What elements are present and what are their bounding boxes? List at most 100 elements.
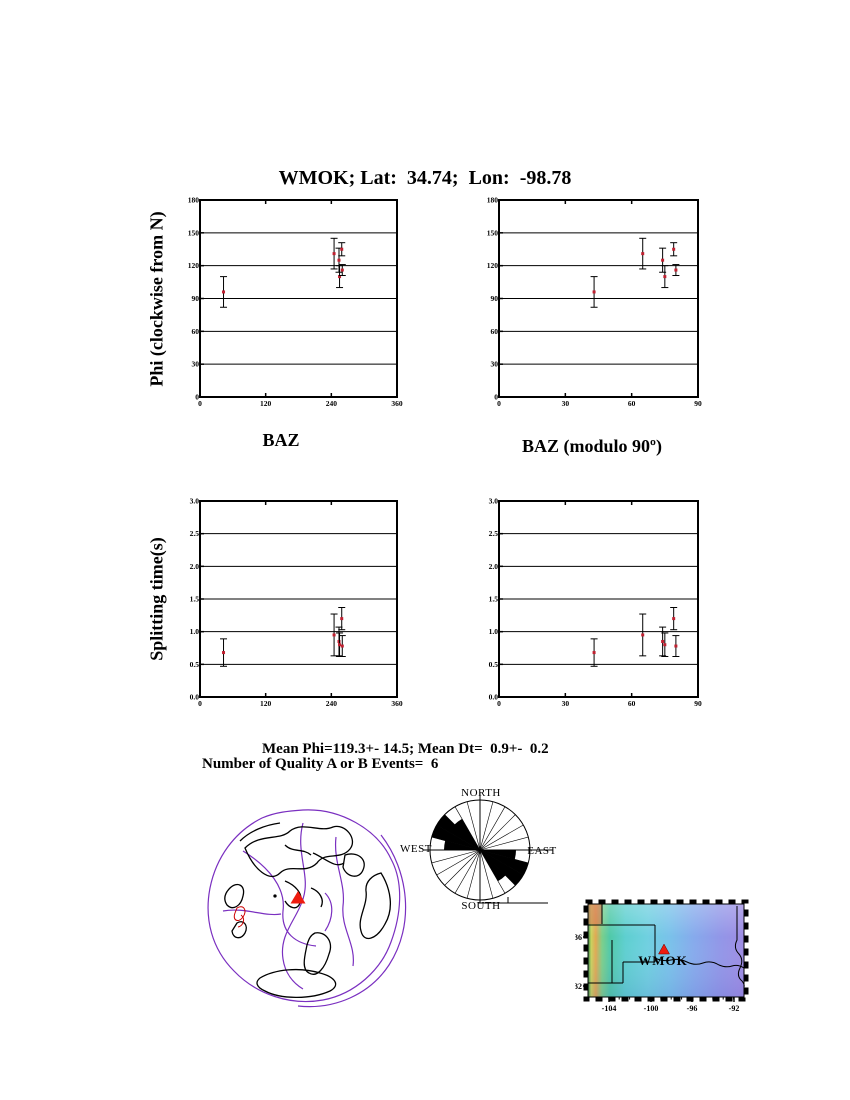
map-frame-dashed (583, 899, 749, 1002)
station-triangle-icon (290, 891, 306, 904)
map-x-tick-label: -100 (644, 1004, 659, 1013)
data-point (222, 651, 226, 655)
y-tick-label: 3.0 (190, 497, 200, 506)
y-tick-label: 2.5 (190, 529, 200, 538)
x-tick-label: 60 (628, 699, 636, 708)
data-point (337, 639, 341, 643)
x-tick-label: 240 (326, 699, 338, 708)
x-tick-label: 240 (326, 399, 338, 408)
y-tick-label: 180 (487, 196, 499, 205)
x-tick-label: 360 (391, 699, 403, 708)
y-tick-label: 2.0 (190, 562, 200, 571)
rose-spoke (479, 849, 516, 886)
rose-spoke (436, 824, 481, 851)
dt-axis-label: Splitting time(s) (146, 537, 167, 661)
state-borders (588, 904, 745, 988)
rose-wedge (480, 850, 506, 882)
data-point (340, 644, 344, 648)
x-tick-label: 30 (562, 699, 570, 708)
map-inner-border (587, 903, 745, 998)
rose-label-east: EAST (527, 845, 557, 857)
data-point (663, 643, 667, 647)
data-point (340, 247, 344, 251)
map-station-label: WMOK (638, 953, 688, 968)
data-point (222, 290, 226, 294)
rose-label-south: SOUTH (461, 900, 501, 912)
y-tick-label: 60 (192, 327, 200, 336)
rose-wedge (454, 818, 480, 850)
topo-map: -104 -100 -96 -92 36 32 WMOK (575, 899, 749, 1013)
data-point (338, 643, 342, 647)
page-title: WMOK; Lat: 34.74; Lon: -98.78 (278, 167, 572, 189)
x-tick-label: 30 (562, 399, 570, 408)
map-x-tick-label: -92 (729, 1004, 740, 1013)
x-tick-label: 0 (497, 699, 501, 708)
x-tick-label: 0 (198, 699, 202, 708)
rose-spoke (479, 806, 506, 851)
rose-label-north: NORTH (461, 787, 501, 799)
rose-spoke (454, 806, 481, 851)
data-point (641, 252, 645, 256)
x-tick-label: 90 (694, 399, 702, 408)
data-point (337, 258, 341, 262)
y-tick-label: 0.0 (190, 693, 200, 702)
map-x-tick-label: -104 (602, 1004, 617, 1013)
map-station-triangle-icon (658, 943, 670, 955)
dt-vs-baz-plot: 0.0 0.5 1.0 1.5 2.0 2.5 3.0 0 120 240 360 (190, 497, 403, 709)
data-point (663, 275, 667, 279)
plot-border (498, 199, 699, 398)
data-point (674, 268, 678, 272)
rose-wedge (480, 850, 529, 875)
plot-border (498, 500, 699, 698)
rose-spoke (479, 849, 506, 894)
rose-spoke (466, 849, 481, 899)
event-count-line: Number of Quality A or B Events= 6 (202, 756, 439, 772)
rose-spoke (479, 814, 516, 851)
data-point (332, 633, 336, 637)
y-tick-label: 60 (491, 327, 499, 336)
rose-spoke (479, 824, 524, 851)
rose-wedge (431, 825, 480, 850)
data-point (672, 247, 676, 251)
baz-mod-label: BAZ (modulo 90º) (522, 436, 662, 456)
rose-wedge (436, 814, 480, 850)
dt-vs-bazmod-plot: 0.0 0.5 1.0 1.5 2.0 2.5 3.0 0 30 60 90 (489, 497, 702, 709)
y-tick-label: 3.0 (489, 497, 499, 506)
y-tick-label: 2.0 (489, 562, 499, 571)
y-tick-label: 0 (494, 393, 498, 402)
rose-diagram (423, 792, 553, 904)
y-tick-label: 1.5 (489, 595, 499, 604)
y-tick-label: 90 (491, 294, 499, 303)
rose-spoke (444, 814, 481, 851)
y-tick-label: 120 (487, 261, 499, 270)
y-tick-label: 120 (188, 261, 200, 270)
rose-spoke (479, 849, 529, 864)
data-point (340, 617, 344, 621)
data-point (592, 651, 596, 655)
map-y-tick-label: 36 (575, 933, 582, 942)
x-tick-label: 120 (260, 399, 272, 408)
mean-stats-line: Mean Phi=119.3+- 14.5; Mean Dt= 0.9+- 0.… (262, 741, 549, 757)
y-tick-label: 0 (195, 393, 199, 402)
rose-spoke (479, 801, 494, 851)
plate-boundaries (207, 809, 407, 1008)
rose-spoke (479, 836, 529, 851)
y-tick-label: 30 (192, 360, 200, 369)
rose-spoke (466, 801, 481, 851)
coastlines (224, 822, 391, 998)
rose-spoke (431, 836, 481, 851)
x-tick-label: 0 (198, 399, 202, 408)
y-tick-label: 90 (192, 294, 200, 303)
y-tick-label: 1.0 (489, 627, 499, 636)
phi-vs-bazmod-plot: 0 30 60 90 120 150 180 0 30 60 90 (487, 196, 702, 409)
map-highland (588, 904, 602, 924)
y-tick-label: 0.0 (489, 693, 499, 702)
mid-ocean-ridge (233, 906, 246, 928)
rose-wedge (480, 850, 524, 886)
plot-border (199, 199, 398, 398)
x-tick-label: 120 (260, 699, 272, 708)
y-tick-label: 2.5 (489, 529, 499, 538)
rose-label-west: WEST (400, 843, 432, 855)
y-tick-label: 180 (188, 196, 200, 205)
data-point (674, 644, 678, 648)
